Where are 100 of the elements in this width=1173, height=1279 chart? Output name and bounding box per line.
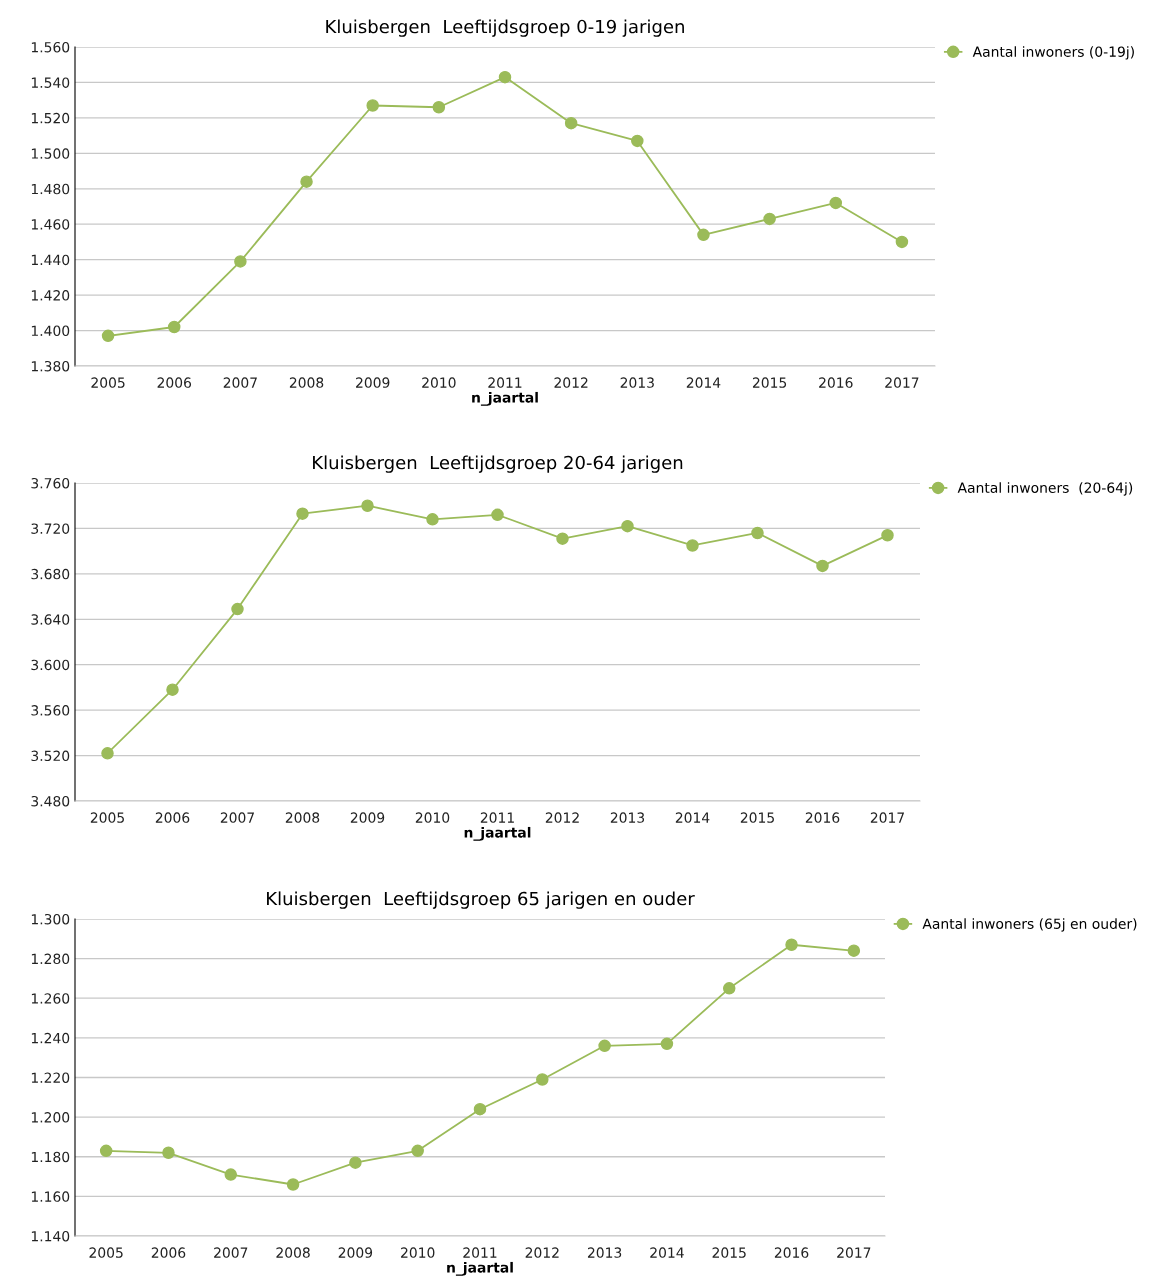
point [621, 519, 634, 533]
x-tick-label: 2017 [870, 812, 904, 823]
point [286, 1178, 300, 1191]
point [847, 944, 861, 957]
x-tick-label: 2008 [289, 377, 324, 388]
point [498, 70, 512, 84]
legend-label: Aantal inwoners (20-64j) [957, 482, 1133, 496]
y-tick-label: 1.140 [31, 1230, 70, 1242]
x-tick-label: 2016 [819, 377, 853, 388]
y-tick-label: 1.240 [31, 1032, 70, 1044]
y-tick-label: 1.160 [31, 1191, 70, 1202]
x-tick-label: 2011 [488, 377, 522, 388]
point [751, 526, 764, 540]
x-tick-label: 2014 [675, 812, 710, 823]
point [101, 747, 114, 760]
y-tick-label: 1.520 [31, 112, 70, 124]
y-tick-label: 1.380 [31, 360, 70, 372]
y-tick-label: 1.440 [31, 254, 70, 266]
x-tick-label: 2013 [587, 1247, 622, 1258]
y-tick-label: 1.560 [31, 41, 70, 53]
y-tick-label: 1.480 [31, 183, 70, 195]
point [491, 508, 504, 522]
x-tick-label: 2006 [155, 812, 190, 823]
x-tick-label: 2010 [401, 1247, 435, 1258]
point [631, 134, 644, 148]
point [361, 499, 374, 512]
x-tick-label: 2008 [285, 812, 320, 823]
x-tick-label: 2007 [220, 812, 254, 823]
x-tick-label: 2017 [885, 377, 919, 388]
point [426, 513, 439, 526]
y-tick-label: 1.300 [31, 913, 70, 925]
point [473, 1102, 487, 1116]
y-tick-label: 1.220 [31, 1072, 70, 1083]
x-tick-label: 2012 [525, 1247, 559, 1258]
x-tick-label: 2012 [554, 377, 588, 388]
chart-title: Kluisbergen Leeftijdsgroep 0-19 jarigen [326, 19, 684, 37]
point [162, 1146, 175, 1160]
y-tick-label: 3.760 [31, 477, 70, 489]
point [556, 532, 569, 545]
point [296, 507, 309, 520]
x-tick-label: 2015 [712, 1247, 746, 1258]
x-tick-label: 2015 [740, 812, 774, 823]
x-tick-label: 2016 [774, 1247, 809, 1258]
x-tick-label: 2009 [356, 377, 390, 388]
point [167, 320, 181, 334]
point [366, 99, 379, 112]
x-tick-label: 2014 [686, 377, 721, 388]
y-tick-label: 1.500 [31, 148, 70, 159]
x-tick-label: 2017 [837, 1247, 871, 1258]
point [564, 116, 578, 130]
point [432, 101, 446, 114]
point [166, 683, 179, 696]
x-axis-title: n_jaartal [447, 1261, 513, 1276]
point [598, 1039, 611, 1053]
x-tick-label: 2005 [91, 377, 125, 388]
y-tick-label: 1.180 [31, 1151, 70, 1163]
y-tick-label: 1.540 [31, 77, 70, 88]
x-tick-label: 2010 [415, 812, 450, 823]
point [349, 1156, 362, 1169]
point [234, 255, 247, 268]
point [785, 938, 798, 952]
x-axis-title: n_jaartal [472, 391, 538, 406]
legend-label: Aantal inwoners (65j en ouder) [922, 918, 1137, 932]
y-tick-label: 3.480 [31, 795, 70, 807]
point [722, 982, 736, 995]
x-tick-label: 2011 [463, 1247, 497, 1258]
point [829, 196, 843, 210]
x-tick-label: 2015 [752, 377, 787, 388]
y-tick-label: 3.520 [31, 750, 70, 762]
y-tick-label: 3.600 [31, 659, 70, 671]
x-tick-label: 2006 [151, 1247, 186, 1258]
x-tick-label: 2006 [157, 377, 192, 388]
y-tick-label: 1.200 [31, 1112, 70, 1123]
point [536, 1073, 549, 1086]
y-tick-label: 3.640 [31, 614, 70, 625]
x-tick-label: 2011 [480, 812, 514, 823]
x-tick-label: 2005 [90, 812, 124, 823]
point [816, 559, 829, 573]
point [101, 329, 115, 343]
x-axis-title: n_jaartal [464, 826, 531, 841]
y-tick-label: 3.680 [31, 568, 70, 580]
y-tick-label: 1.260 [31, 993, 70, 1004]
y-tick-label: 3.720 [31, 523, 70, 534]
point [763, 212, 776, 226]
point [660, 1037, 674, 1051]
x-tick-label: 2007 [223, 377, 257, 388]
x-tick-label: 2009 [350, 812, 385, 823]
point [224, 1168, 238, 1181]
point [881, 528, 894, 542]
x-tick-label: 2009 [338, 1247, 373, 1258]
x-tick-label: 2008 [276, 1247, 310, 1258]
y-tick-label: 1.460 [31, 219, 70, 230]
y-tick-label: 3.560 [31, 705, 70, 716]
point [300, 175, 313, 188]
y-tick-label: 1.400 [31, 325, 70, 337]
x-tick-label: 2005 [89, 1247, 123, 1258]
y-tick-label: 1.280 [31, 953, 70, 965]
legend-label: Aantal inwoners (0-19j) [972, 46, 1134, 60]
x-tick-label: 2013 [620, 377, 654, 388]
point [411, 1144, 424, 1158]
